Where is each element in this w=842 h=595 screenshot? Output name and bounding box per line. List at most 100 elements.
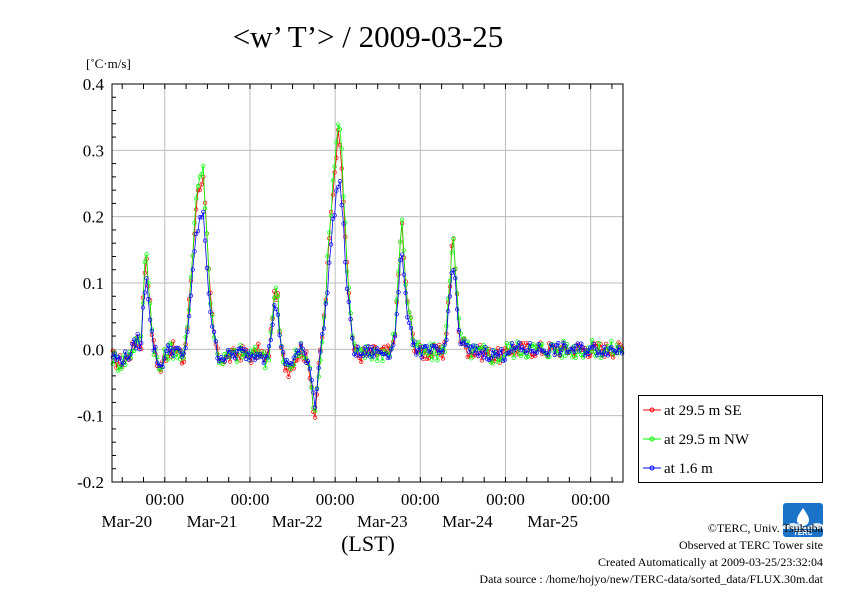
data-point (250, 354, 256, 359)
data-point (147, 317, 153, 322)
data-point (293, 353, 298, 358)
data-point (465, 343, 470, 348)
data-point (385, 343, 391, 348)
data-point (559, 347, 564, 352)
data-point (336, 122, 341, 127)
data-point (240, 355, 245, 360)
data-point (609, 339, 614, 344)
data-point (513, 345, 518, 350)
data-point (146, 280, 151, 286)
data-point (286, 374, 291, 379)
data-point (117, 356, 123, 361)
data-point (534, 350, 540, 355)
data-point (426, 349, 431, 354)
data-point (431, 344, 437, 349)
data-point (408, 325, 414, 331)
data-point (525, 354, 531, 360)
data-point (208, 309, 213, 315)
data-point (346, 299, 351, 304)
y-tick-label: 0.1 (83, 274, 104, 293)
data-point (375, 346, 380, 351)
data-point (426, 353, 431, 358)
data-point (238, 358, 243, 363)
data-point (202, 206, 208, 211)
data-point (312, 415, 318, 420)
data-point (398, 257, 403, 263)
data-point (584, 348, 589, 353)
data-point (165, 357, 171, 362)
data-point (142, 290, 147, 295)
data-point (483, 345, 488, 350)
data-point (556, 341, 561, 346)
data-point (178, 349, 183, 354)
data-point (405, 300, 410, 305)
data-point (367, 348, 373, 353)
series-line (112, 181, 623, 408)
x-tick-time: 00:00 (231, 490, 270, 509)
data-point (490, 347, 495, 353)
data-point (144, 276, 149, 281)
data-point (323, 301, 328, 306)
data-point (426, 356, 431, 361)
data-point (201, 209, 206, 215)
data-point (311, 390, 316, 395)
data-point (153, 344, 158, 350)
data-point (321, 326, 327, 331)
data-point (245, 349, 250, 354)
data-point (297, 350, 302, 356)
data-point (265, 355, 270, 360)
data-point (213, 339, 218, 344)
data-point (582, 353, 587, 358)
data-point (602, 344, 607, 350)
data-point (401, 248, 406, 253)
data-point (396, 290, 401, 295)
data-point (199, 182, 204, 187)
data-point (160, 364, 165, 370)
data-point (176, 346, 181, 351)
y-axis-label: [˚C·m/s] (86, 56, 131, 71)
data-point (376, 349, 382, 355)
y-tick-label: -0.2 (77, 473, 104, 492)
data-point (183, 334, 188, 340)
data-point (410, 342, 415, 348)
data-point (321, 315, 327, 320)
data-point (369, 344, 375, 350)
data-point (227, 359, 233, 364)
data-point (167, 350, 172, 356)
data-point (422, 344, 428, 349)
plot-frame (111, 83, 624, 483)
x-tick-time: 00:00 (486, 490, 525, 509)
data-point (479, 349, 485, 354)
x-axis-label: (LST) (341, 531, 395, 556)
data-point (382, 351, 387, 357)
legend: at 29.5 m SE at 29.5 m NW at 1.6 m (638, 395, 823, 483)
grid-lines (112, 83, 623, 483)
x-tick-date: Mar-24 (442, 512, 493, 531)
data-point (412, 339, 417, 344)
data-point (185, 329, 190, 334)
data-point (208, 301, 213, 306)
legend-label-1-6m: at 1.6 m (664, 461, 713, 477)
data-point (325, 254, 330, 259)
data-point (605, 353, 611, 358)
data-point (589, 345, 595, 350)
data-point (305, 359, 311, 364)
data-point (444, 337, 449, 342)
data-point (371, 354, 376, 359)
data-point (190, 267, 195, 272)
data-point (609, 344, 614, 350)
x-tick-time: 00:00 (316, 490, 355, 509)
data-point (204, 265, 210, 270)
data-point (174, 345, 179, 350)
data-point (149, 328, 155, 334)
data-point (619, 351, 625, 356)
data-point (327, 230, 332, 235)
data-point (302, 351, 307, 356)
data-point (433, 352, 438, 357)
data-point (112, 351, 117, 356)
data-point (618, 348, 623, 353)
data-point (314, 386, 320, 392)
data-point (614, 350, 619, 356)
data-point (579, 341, 584, 346)
data-point (398, 239, 403, 244)
